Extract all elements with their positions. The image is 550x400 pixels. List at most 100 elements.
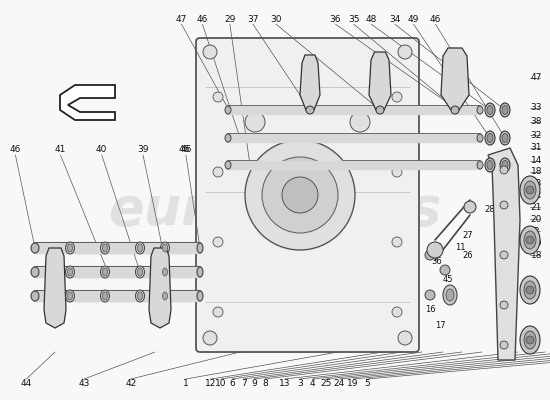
Text: 3: 3	[297, 380, 302, 388]
Ellipse shape	[477, 134, 483, 142]
Text: 26: 26	[463, 250, 474, 260]
Text: 9: 9	[251, 380, 257, 388]
Ellipse shape	[520, 326, 540, 354]
Polygon shape	[149, 248, 171, 328]
Ellipse shape	[135, 290, 145, 302]
Ellipse shape	[524, 181, 536, 199]
Ellipse shape	[500, 131, 510, 145]
Text: 36: 36	[330, 15, 341, 24]
Ellipse shape	[31, 267, 39, 277]
Polygon shape	[60, 85, 115, 120]
Circle shape	[500, 341, 508, 349]
Text: 13: 13	[279, 380, 290, 388]
Ellipse shape	[102, 268, 107, 276]
Text: 45: 45	[443, 276, 453, 284]
Ellipse shape	[197, 243, 203, 253]
Text: 19: 19	[531, 239, 542, 248]
Circle shape	[376, 106, 384, 114]
Text: eurospares: eurospares	[108, 184, 442, 236]
Text: 17: 17	[434, 320, 446, 330]
Circle shape	[425, 290, 435, 300]
Text: 5: 5	[365, 380, 370, 388]
Circle shape	[203, 331, 217, 345]
Circle shape	[213, 92, 223, 102]
Text: 2: 2	[534, 227, 539, 236]
Ellipse shape	[138, 244, 142, 252]
Ellipse shape	[65, 290, 74, 302]
Circle shape	[213, 307, 223, 317]
Circle shape	[262, 157, 338, 233]
Text: 18: 18	[531, 251, 542, 260]
Text: 48: 48	[366, 15, 377, 24]
Text: 12: 12	[205, 380, 216, 388]
Circle shape	[464, 201, 476, 213]
Ellipse shape	[520, 276, 540, 304]
Ellipse shape	[446, 289, 454, 301]
Circle shape	[306, 106, 314, 114]
Text: 43: 43	[79, 380, 90, 388]
Ellipse shape	[500, 158, 510, 172]
Text: 25: 25	[320, 380, 331, 388]
Text: 35: 35	[432, 244, 442, 252]
Text: 8: 8	[262, 380, 268, 388]
Text: 46: 46	[179, 146, 190, 154]
Text: 22: 22	[531, 192, 542, 200]
Circle shape	[425, 250, 435, 260]
Circle shape	[392, 307, 402, 317]
Ellipse shape	[138, 292, 142, 300]
Circle shape	[282, 177, 318, 213]
Text: 35: 35	[348, 15, 359, 24]
Ellipse shape	[487, 134, 493, 142]
Text: 46: 46	[197, 15, 208, 24]
Circle shape	[245, 112, 265, 132]
Circle shape	[451, 106, 459, 114]
Ellipse shape	[524, 281, 536, 299]
Ellipse shape	[197, 291, 203, 301]
Ellipse shape	[161, 266, 169, 278]
Circle shape	[213, 237, 223, 247]
Text: 44: 44	[21, 380, 32, 388]
Circle shape	[245, 140, 355, 250]
Text: 1: 1	[183, 380, 189, 388]
Circle shape	[398, 45, 412, 59]
Ellipse shape	[487, 160, 493, 170]
Text: 31: 31	[531, 144, 542, 152]
Polygon shape	[488, 148, 520, 360]
Text: 19: 19	[348, 380, 359, 388]
Ellipse shape	[225, 106, 231, 114]
Ellipse shape	[477, 161, 483, 169]
Text: 16: 16	[425, 306, 435, 314]
Circle shape	[440, 265, 450, 275]
Text: 14: 14	[531, 156, 542, 165]
Ellipse shape	[477, 106, 483, 114]
Text: 46: 46	[180, 146, 191, 154]
Ellipse shape	[524, 331, 536, 349]
Text: 34: 34	[389, 15, 400, 24]
Circle shape	[398, 331, 412, 345]
Text: 40: 40	[96, 146, 107, 154]
Circle shape	[500, 251, 508, 259]
Ellipse shape	[197, 267, 203, 277]
Circle shape	[203, 45, 217, 59]
Text: 42: 42	[125, 380, 136, 388]
Text: 37: 37	[248, 15, 258, 24]
Circle shape	[392, 167, 402, 177]
Circle shape	[526, 186, 534, 194]
Text: 39: 39	[138, 146, 148, 154]
Text: 32: 32	[531, 131, 542, 140]
Text: 36: 36	[432, 258, 442, 266]
Circle shape	[526, 236, 534, 244]
Ellipse shape	[487, 106, 493, 114]
Ellipse shape	[101, 242, 109, 254]
Ellipse shape	[135, 242, 145, 254]
Text: 21: 21	[531, 203, 542, 212]
Ellipse shape	[101, 266, 109, 278]
Ellipse shape	[135, 266, 145, 278]
Text: 4: 4	[310, 380, 315, 388]
Text: 41: 41	[55, 146, 66, 154]
Ellipse shape	[68, 244, 73, 252]
Ellipse shape	[485, 103, 495, 117]
Text: 46: 46	[430, 15, 441, 24]
Text: 7: 7	[241, 380, 246, 388]
Text: 23: 23	[531, 180, 542, 188]
